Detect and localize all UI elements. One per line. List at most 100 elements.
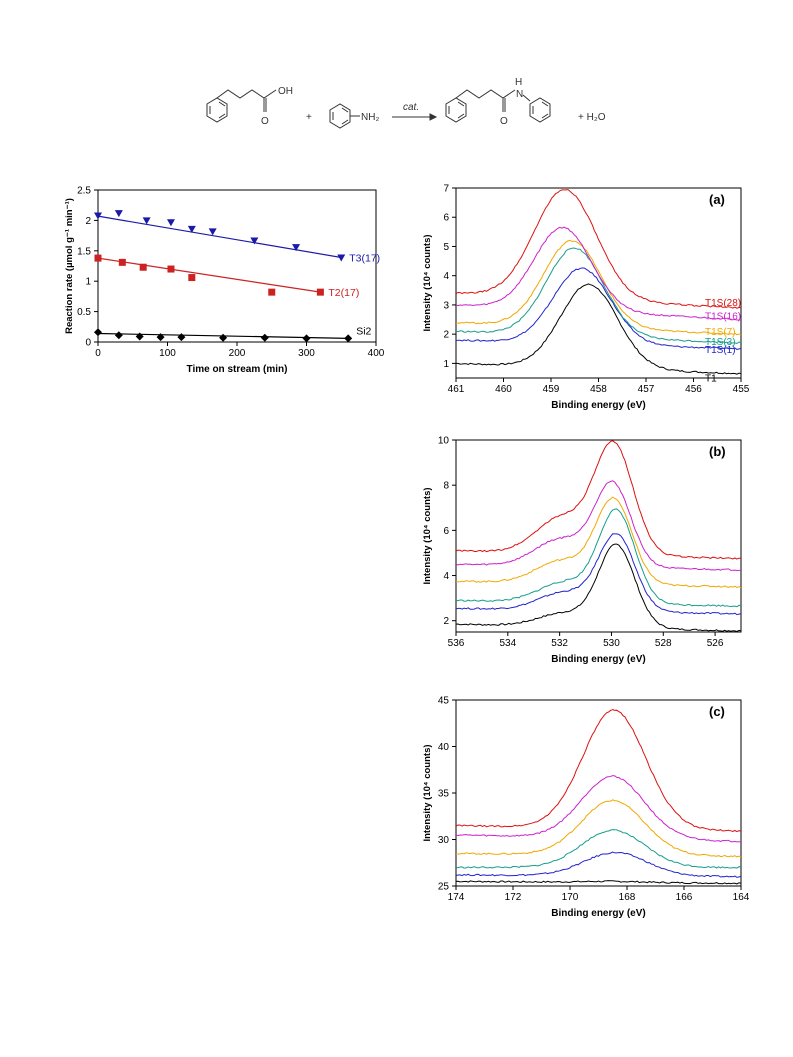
y-tick-label: 3: [443, 300, 449, 311]
data-point: [302, 334, 311, 343]
y-tick-label: 2: [85, 216, 91, 227]
series-label: T2(17): [328, 287, 359, 299]
y-tick-label: 1: [443, 359, 449, 370]
data-point: [260, 333, 269, 342]
amine-label: NH₂: [361, 112, 379, 123]
spectrum-line-4: [455, 226, 742, 321]
x-tick-label: 170: [562, 892, 579, 903]
x-axis-label: Binding energy (eV): [551, 908, 645, 919]
phenyl-ring-2: [329, 103, 351, 129]
y-tick-label: 4: [443, 571, 449, 582]
y-tick-label: 4: [443, 271, 449, 282]
data-point: [142, 217, 151, 225]
data-point: [188, 274, 196, 282]
x-tick-label: 461: [448, 384, 465, 395]
spectrum-line-1: [455, 267, 742, 350]
y-tick-label: 5: [443, 242, 449, 253]
spectrum-line-5: [455, 440, 742, 560]
spectrum-line-4: [455, 480, 742, 572]
y-tick-label: 25: [438, 882, 450, 893]
fit-line-1: [97, 257, 321, 293]
x-tick-label: 455: [733, 384, 750, 395]
x-tick-label: 459: [543, 384, 560, 395]
y-tick-label: 35: [438, 789, 450, 800]
data-point: [316, 288, 324, 296]
spectrum-line-1: [455, 533, 742, 616]
x-axis-label: Binding energy (eV): [551, 654, 645, 665]
y-tick-label: 2.5: [77, 186, 91, 197]
y-axis-label: Intensity (10⁴ counts): [422, 744, 433, 841]
data-point: [114, 331, 123, 340]
panel-label: (b): [709, 444, 726, 459]
amide-n-label: N: [516, 89, 523, 100]
data-point: [337, 254, 346, 262]
data-point: [156, 333, 165, 342]
data-point: [94, 328, 102, 337]
panel-label: (a): [709, 192, 725, 207]
y-axis-label: Intensity (10⁴ counts): [422, 487, 433, 584]
y-tick-label: 6: [443, 526, 449, 537]
x-axis-label: Binding energy (eV): [551, 400, 645, 411]
y-tick-label: 40: [438, 742, 450, 753]
y-tick-label: 0: [85, 338, 91, 349]
y-tick-label: 1.5: [77, 246, 91, 257]
x-tick-label: 164: [733, 892, 750, 903]
spectrum-series-label: T1S(7): [705, 327, 736, 338]
x-tick-label: 166: [676, 892, 693, 903]
x-tick-label: 172: [505, 892, 522, 903]
spectrum-line-5: [455, 709, 742, 833]
plot-frame: [455, 439, 742, 633]
y-axis-label: Reaction rate (µmol g⁻¹ min⁻¹): [64, 198, 75, 334]
x-tick-label: 536: [448, 638, 465, 649]
spectrum-line-0: [455, 543, 742, 633]
spectrum-line-3: [455, 496, 742, 588]
amide-h-label: H: [515, 77, 522, 88]
phenyl-ring-4: [529, 97, 551, 123]
y-tick-label: 2: [443, 616, 449, 627]
x-tick-label: 526: [707, 638, 724, 649]
x-tick-label: 0: [95, 348, 101, 359]
y-tick-label: 8: [443, 481, 449, 492]
spectrum-series-label: T1S(1): [705, 345, 736, 356]
x-tick-label: 457: [638, 384, 655, 395]
panel-label: (c): [709, 704, 725, 719]
x-tick-label: 174: [448, 892, 465, 903]
spectrum-line-4: [455, 775, 742, 843]
x-tick-label: 200: [229, 348, 246, 359]
amide-carbonyl-o: O: [500, 116, 508, 127]
plus-sign: +: [306, 112, 312, 123]
data-point: [187, 225, 196, 233]
amide-chain: [455, 89, 516, 99]
fit-line-0: [97, 215, 342, 259]
data-point: [94, 212, 102, 220]
x-tick-label: 400: [368, 348, 385, 359]
y-tick-label: 1: [85, 277, 91, 288]
data-point: [292, 244, 301, 252]
x-tick-label: 168: [619, 892, 636, 903]
data-point: [166, 219, 175, 227]
spectrum-line-2: [455, 829, 742, 869]
x-tick-label: 528: [655, 638, 672, 649]
data-point: [139, 263, 147, 271]
y-tick-label: 30: [438, 835, 450, 846]
spectrum-line-0: [456, 283, 742, 375]
x-tick-label: 300: [298, 348, 315, 359]
data-point: [177, 333, 186, 342]
series-label: Si2: [356, 325, 371, 337]
acid-carbonyl-o: O: [261, 116, 269, 127]
spectrum-series-label: T1S(16): [705, 312, 741, 323]
spectrum-line-1: [455, 851, 742, 878]
acid-oh-label: OH: [278, 86, 293, 97]
y-tick-label: 7: [443, 184, 449, 195]
y-tick-label: 2: [443, 330, 449, 341]
y-tick-label: 6: [443, 213, 449, 224]
data-point: [114, 210, 123, 218]
plot-frame: [455, 699, 742, 887]
spectrum-line-0: [455, 880, 742, 885]
data-point: [219, 333, 228, 342]
x-tick-label: 530: [603, 638, 620, 649]
catalyst-label: cat.: [403, 102, 419, 113]
